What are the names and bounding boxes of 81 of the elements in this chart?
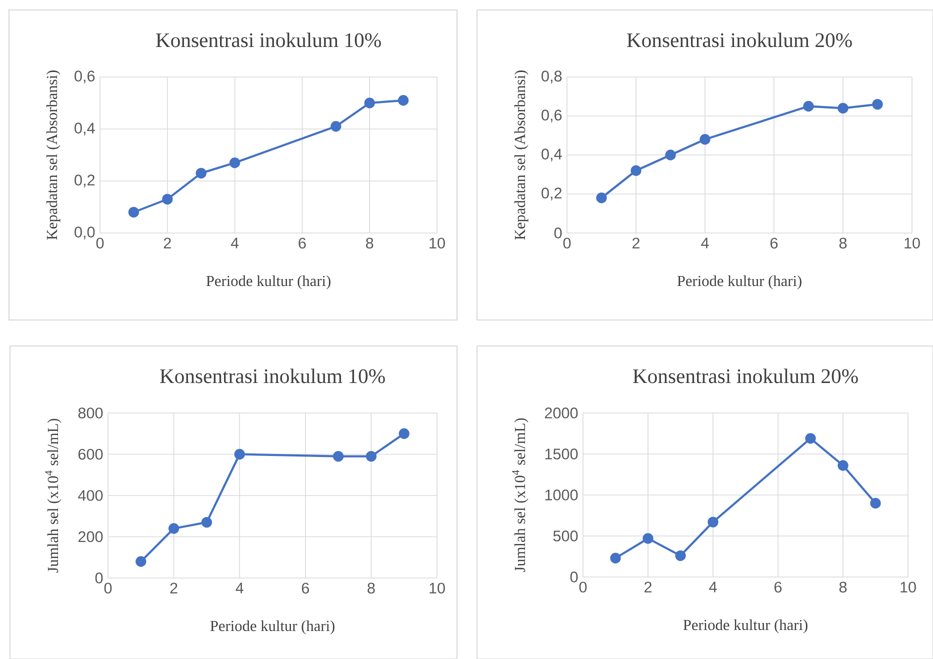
- x-tick-label: 0: [104, 582, 112, 594]
- point: [665, 150, 676, 160]
- point: [128, 206, 140, 218]
- y-tick-label: 0,4: [74, 122, 95, 136]
- y-axis-title: Jumlah sel (x10$^{4}$ sel/mL): [512, 418, 528, 572]
- x-tick-label: 6: [298, 238, 306, 249]
- x-axis-title: Periode kultur (hari): [210, 620, 334, 634]
- y-axis-title: Jumlah sel (x10$^{4}$ sel/mL): [45, 418, 62, 573]
- point: [803, 100, 814, 112]
- x-tick-label: 4: [709, 582, 717, 592]
- point: [330, 121, 342, 132]
- point: [708, 516, 718, 528]
- y-tick-label: 1500: [545, 448, 578, 460]
- x-tick-label: 2: [164, 238, 171, 248]
- x-tick-label: 10: [904, 238, 920, 249]
- point: [398, 95, 409, 106]
- point: [364, 98, 375, 108]
- point: [872, 98, 883, 110]
- y-tick-label: 0,6: [74, 70, 95, 84]
- y-tick-label: 0: [570, 572, 578, 582]
- x-tick-label: 6: [302, 582, 309, 594]
- y-tick-label: 0: [95, 572, 103, 584]
- y-tick-label: 0,2: [74, 174, 95, 188]
- x-axis-title: Periode kultur (hari): [683, 619, 808, 634]
- x-tick-label: 10: [430, 582, 445, 594]
- y-tick-label: 0,8: [542, 70, 562, 84]
- y-tick-label: 1000: [545, 490, 578, 500]
- chart-title: Konsentrasi inokulum 10%: [160, 368, 385, 384]
- point: [675, 550, 686, 561]
- point: [642, 533, 654, 544]
- x-tick-label: 8: [366, 238, 374, 249]
- point: [838, 460, 848, 471]
- x-tick-label: 8: [368, 582, 375, 594]
- x-tick-label: 10: [900, 582, 916, 593]
- point: [332, 450, 344, 462]
- x-tick-label: 6: [770, 238, 778, 249]
- point: [201, 516, 212, 528]
- y-tick-label: 600: [78, 448, 103, 460]
- point: [398, 428, 410, 439]
- point: [162, 194, 173, 205]
- x-tick-label: 4: [701, 238, 709, 248]
- x-tick-label: 4: [236, 582, 244, 594]
- point: [596, 192, 607, 204]
- point: [136, 556, 146, 567]
- point: [366, 450, 377, 462]
- x-tick-label: 2: [632, 238, 640, 248]
- point: [610, 552, 621, 564]
- point: [870, 498, 881, 509]
- x-tick-label: 10: [430, 238, 445, 249]
- x-tick-label: 8: [839, 238, 847, 249]
- y-tick-label: 0,0: [74, 226, 95, 240]
- x-tick-label: 0: [579, 582, 587, 593]
- point: [838, 102, 848, 114]
- point: [234, 448, 245, 460]
- y-tick-label: 0,4: [542, 148, 562, 162]
- chart-title: Konsentrasi inokulum 20%: [627, 32, 852, 48]
- y-tick-label: 0: [554, 228, 562, 238]
- point: [805, 433, 816, 444]
- y-tick-label: 0,6: [542, 110, 562, 122]
- y-tick-label: 200: [78, 531, 103, 542]
- y-tick-label: 500: [553, 530, 578, 542]
- x-tick-label: 2: [170, 582, 178, 594]
- x-tick-label: 4: [230, 238, 239, 248]
- y-axis-title: Kepadatan sel (Absorbansi): [514, 70, 528, 240]
- point: [196, 168, 206, 179]
- chart-title: Konsentrasi inokulum 20%: [633, 368, 858, 384]
- y-tick-label: 0,2: [542, 188, 562, 200]
- x-axis-title: Periode kultur (hari): [677, 275, 802, 290]
- x-axis-title: Periode kultur (hari): [206, 275, 330, 290]
- point: [168, 523, 180, 534]
- point: [229, 157, 240, 168]
- y-tick-label: 400: [78, 490, 103, 501]
- chart-title: Konsentrasi inokulum 10%: [156, 32, 381, 48]
- x-tick-label: 8: [839, 582, 847, 593]
- y-axis-title: Kepadatan sel (Absorbansi): [46, 70, 60, 240]
- point: [700, 134, 710, 145]
- x-tick-label: 6: [774, 582, 782, 593]
- y-tick-label: 2000: [544, 408, 578, 418]
- y-tick-label: 800: [78, 408, 103, 418]
- point: [630, 165, 642, 176]
- x-tick-label: 2: [644, 582, 652, 592]
